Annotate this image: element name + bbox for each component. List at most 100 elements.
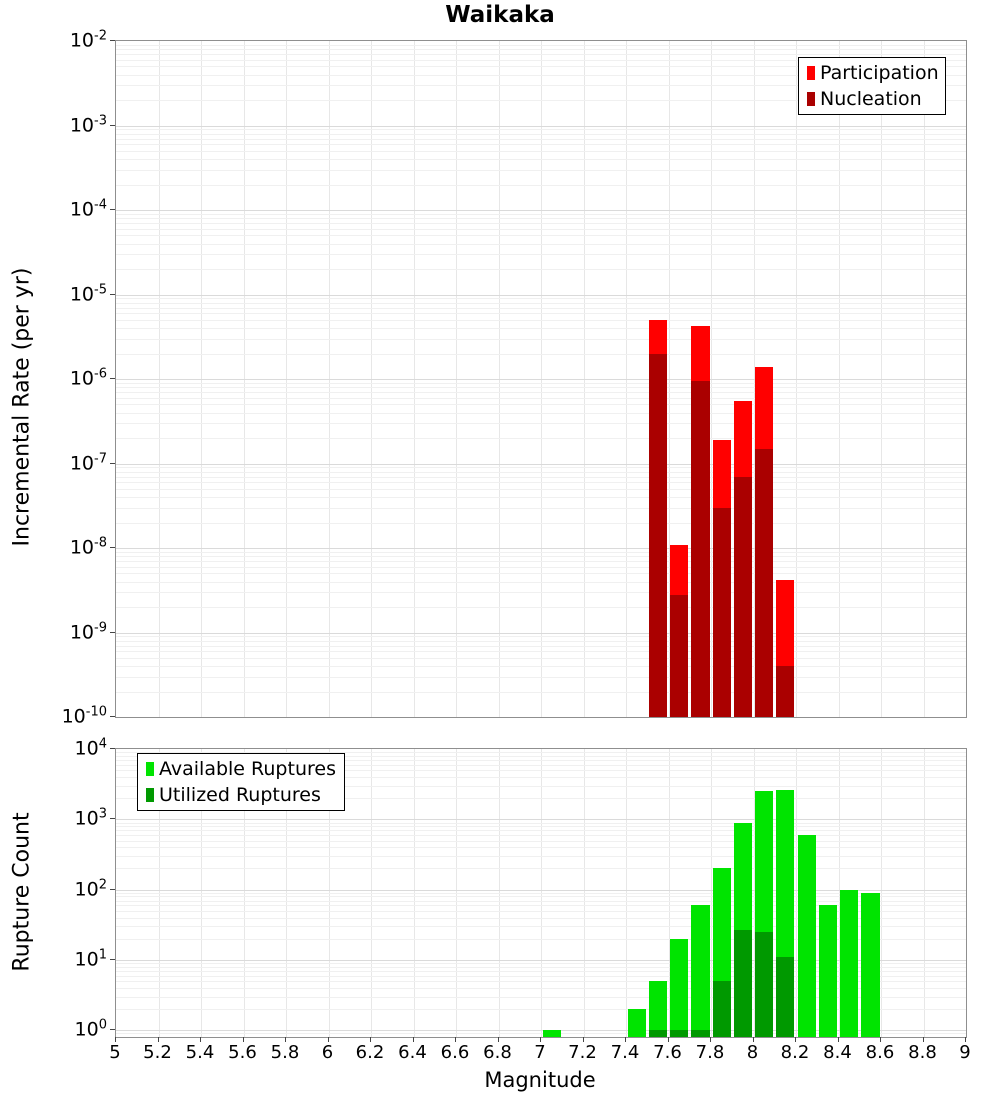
grid-line-minor bbox=[116, 1033, 966, 1035]
grid-line-minor bbox=[116, 777, 966, 778]
grid-line-minor bbox=[116, 822, 966, 824]
x-axis-tick bbox=[795, 1037, 796, 1042]
grid-line-minor bbox=[116, 138, 966, 140]
grid-line-minor bbox=[116, 926, 966, 928]
x-axis-tick bbox=[285, 1037, 286, 1042]
x-axis-tick bbox=[455, 1037, 456, 1042]
bar-available-ruptures-m8.35 bbox=[818, 905, 837, 1037]
grid-line-minor bbox=[116, 412, 966, 414]
y-tick-label: 10-3 bbox=[69, 112, 107, 137]
grid-line-minor bbox=[116, 228, 966, 230]
legend-label: Nucleation bbox=[820, 87, 922, 110]
y-tick-label: 10-7 bbox=[69, 450, 107, 475]
x-tick-label: 9 bbox=[959, 1042, 971, 1063]
bar-available-ruptures-m7.45 bbox=[627, 1009, 646, 1037]
x-tick-label: 5 bbox=[109, 1042, 121, 1063]
y-axis-tick bbox=[110, 958, 115, 960]
x-axis-tick bbox=[880, 1037, 881, 1042]
grid-line-minor bbox=[116, 313, 966, 315]
x-axis-tick bbox=[752, 1037, 754, 1042]
legend-item-nucleation: Nucleation bbox=[807, 88, 937, 111]
grid-line-minor bbox=[116, 676, 966, 678]
y-axis-tick bbox=[110, 293, 115, 295]
grid-line-minor bbox=[116, 847, 966, 849]
y-tick-label: 10-6 bbox=[69, 366, 107, 390]
x-axis-tick bbox=[200, 1037, 201, 1042]
grid-line-minor bbox=[116, 522, 966, 524]
grid-line-minor bbox=[116, 987, 966, 989]
grid-line-minor bbox=[116, 963, 966, 965]
y-tick-label: 101 bbox=[74, 947, 107, 971]
bar-utilized-ruptures-m7.95 bbox=[733, 929, 752, 1037]
grid-line-minor bbox=[116, 573, 966, 575]
grid-line-minor bbox=[116, 471, 966, 473]
grid-line-minor bbox=[116, 397, 966, 399]
x-axis-tick bbox=[965, 1037, 966, 1042]
x-tick-label: 6 bbox=[321, 1042, 334, 1063]
bar-available-ruptures-m7.75 bbox=[691, 905, 710, 1037]
grid-line-minor bbox=[116, 892, 966, 894]
grid-line-minor bbox=[116, 975, 966, 977]
grid-line-minor bbox=[116, 353, 966, 355]
bar-available-ruptures-m8.25 bbox=[797, 834, 816, 1037]
bar-utilized-ruptures-m8.05 bbox=[755, 931, 774, 1037]
x-tick-label: 8.8 bbox=[908, 1042, 937, 1063]
grid-line-minor bbox=[116, 392, 966, 394]
grid-line-minor bbox=[116, 636, 966, 638]
y-tick-label: 10-9 bbox=[69, 619, 107, 644]
grid-line-minor bbox=[116, 497, 966, 499]
grid-line-minor bbox=[116, 856, 966, 858]
grid-line-minor bbox=[116, 488, 966, 490]
y-axis-tick bbox=[110, 818, 115, 820]
grid-line-minor bbox=[116, 592, 966, 594]
x-tick-label: 5.8 bbox=[270, 1042, 300, 1063]
grid-line-minor bbox=[116, 551, 966, 553]
grid-line-major bbox=[116, 632, 966, 634]
y-tick-exponent: -10 bbox=[85, 704, 107, 720]
grid-line-minor bbox=[116, 764, 966, 766]
x-axis-tick bbox=[667, 1037, 669, 1042]
legend-rate: Participation Nucleation bbox=[798, 57, 946, 115]
x-axis-tick bbox=[582, 1037, 584, 1042]
grid-line-minor bbox=[116, 150, 966, 152]
grid-line-major bbox=[116, 889, 966, 891]
bar-utilized-ruptures-m7.65 bbox=[670, 1030, 689, 1037]
legend-swatch-nucleation bbox=[807, 92, 815, 106]
bar-available-ruptures-m8.55 bbox=[861, 892, 880, 1037]
grid-line-minor bbox=[116, 970, 966, 972]
x-tick-label: 7 bbox=[534, 1042, 546, 1063]
y-tick-exponent: 2 bbox=[98, 876, 107, 892]
legend-swatch-available-ruptures bbox=[146, 762, 154, 776]
x-tick-label: 6.4 bbox=[398, 1042, 427, 1063]
bar-available-ruptures-m7.55 bbox=[648, 981, 667, 1037]
grid-line-minor bbox=[116, 184, 966, 186]
legend-label: Participation bbox=[820, 61, 939, 84]
grid-line-minor bbox=[116, 910, 966, 912]
bar-nucleation-m7.95 bbox=[733, 476, 752, 717]
grid-line-minor bbox=[116, 467, 966, 469]
x-tick-label: 7.4 bbox=[610, 1042, 640, 1063]
legend-count: Available Ruptures Utilized Ruptures bbox=[137, 753, 345, 811]
grid-line-minor bbox=[116, 243, 966, 245]
bar-nucleation-m7.85 bbox=[712, 507, 731, 717]
grid-line-minor bbox=[116, 770, 966, 772]
bar-utilized-ruptures-m7.75 bbox=[691, 1030, 710, 1037]
grid-line-minor bbox=[116, 834, 966, 836]
grid-line-major bbox=[116, 959, 966, 961]
grid-line-minor bbox=[116, 302, 966, 304]
grid-line-minor bbox=[116, 319, 966, 321]
count-plot-area bbox=[115, 748, 967, 1038]
x-axis-tick bbox=[157, 1037, 159, 1042]
x-axis-title: Magnitude bbox=[484, 1068, 596, 1092]
grid-line-minor bbox=[116, 328, 966, 330]
x-tick-label: 6.8 bbox=[483, 1042, 512, 1063]
grid-line-minor bbox=[116, 100, 966, 102]
y-tick-exponent: 4 bbox=[98, 736, 107, 752]
grid-line-minor bbox=[116, 144, 966, 146]
grid-line-minor bbox=[116, 254, 966, 256]
grid-line-major bbox=[116, 819, 966, 821]
x-tick-label: 8.4 bbox=[823, 1042, 852, 1063]
grid-line-minor bbox=[116, 44, 966, 46]
grid-line-minor bbox=[116, 645, 966, 647]
